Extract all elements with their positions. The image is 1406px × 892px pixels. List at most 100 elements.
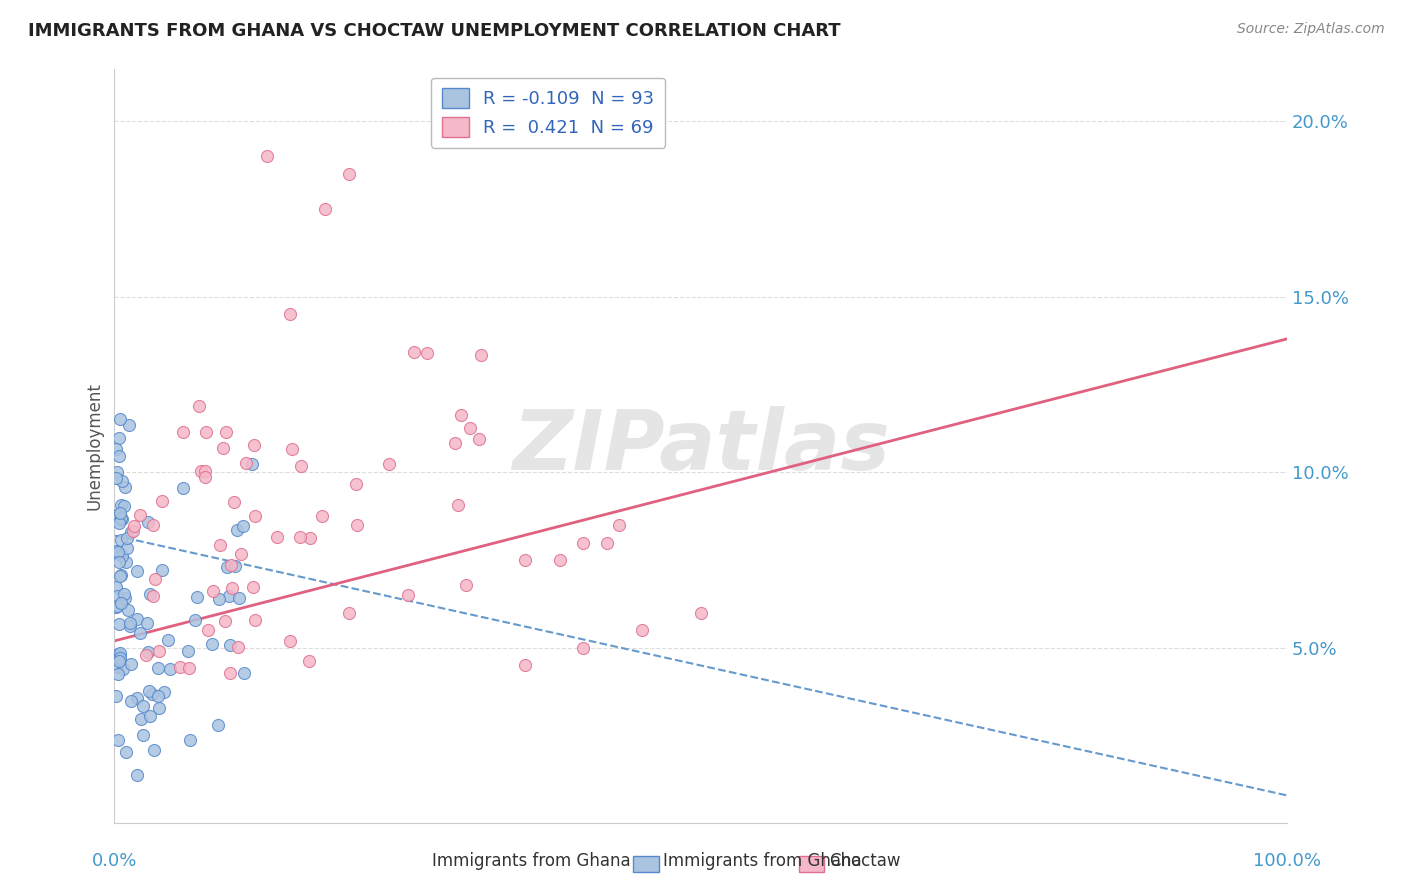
Point xyxy=(232,519,254,533)
Point xyxy=(139,587,162,601)
Point xyxy=(105,589,128,603)
Point xyxy=(108,646,131,660)
Point xyxy=(148,689,170,703)
Point xyxy=(242,438,264,452)
Point xyxy=(212,442,235,456)
Point xyxy=(125,564,148,578)
Point xyxy=(139,709,162,723)
Point xyxy=(111,549,134,564)
Point xyxy=(104,442,127,456)
Point xyxy=(104,599,127,614)
Point xyxy=(225,523,247,537)
Point xyxy=(242,580,264,594)
Point xyxy=(131,728,153,742)
Point xyxy=(105,471,128,485)
Point xyxy=(572,640,595,655)
Point xyxy=(112,587,135,601)
Point xyxy=(450,408,472,422)
Point xyxy=(107,617,129,632)
Text: Choctaw: Choctaw xyxy=(828,852,900,870)
Point xyxy=(120,657,142,671)
Point xyxy=(470,348,492,362)
Point xyxy=(215,560,238,574)
Point xyxy=(111,512,134,526)
Point xyxy=(281,442,304,456)
Point xyxy=(266,530,288,544)
Point xyxy=(444,436,467,450)
Point xyxy=(337,606,360,620)
Point xyxy=(118,619,141,633)
Point xyxy=(108,649,131,664)
Point xyxy=(108,507,131,521)
Point xyxy=(458,420,481,434)
Point xyxy=(120,616,142,631)
Point xyxy=(110,511,132,525)
Point xyxy=(214,615,236,629)
Point xyxy=(468,432,491,446)
Point xyxy=(117,602,139,616)
Point xyxy=(104,689,127,703)
Point xyxy=(107,733,129,747)
Point xyxy=(114,480,136,494)
Point xyxy=(186,591,208,605)
Text: ZIPatlas: ZIPatlas xyxy=(512,406,890,486)
Point xyxy=(138,683,160,698)
Point xyxy=(142,743,165,757)
Legend: R = -0.109  N = 93, R =  0.421  N = 69: R = -0.109 N = 93, R = 0.421 N = 69 xyxy=(432,78,665,148)
Point xyxy=(107,516,129,531)
Point xyxy=(689,606,711,620)
Point xyxy=(607,518,630,533)
Point xyxy=(111,662,134,676)
Point xyxy=(194,464,217,478)
Point xyxy=(148,701,170,715)
Point xyxy=(513,658,536,673)
Point xyxy=(108,412,131,426)
Point xyxy=(131,712,153,726)
Point xyxy=(107,599,129,614)
Text: Source: ZipAtlas.com: Source: ZipAtlas.com xyxy=(1237,22,1385,37)
Text: Immigrants from Ghana: Immigrants from Ghana xyxy=(662,852,862,870)
Text: IMMIGRANTS FROM GHANA VS CHOCTAW UNEMPLOYMENT CORRELATION CHART: IMMIGRANTS FROM GHANA VS CHOCTAW UNEMPLO… xyxy=(28,22,841,40)
Point xyxy=(135,648,157,662)
Point xyxy=(416,345,439,359)
Point xyxy=(344,477,367,491)
Point xyxy=(172,481,194,495)
Point xyxy=(105,508,128,522)
Point xyxy=(117,541,139,555)
Point xyxy=(195,425,218,440)
Point xyxy=(105,660,128,674)
Point xyxy=(235,456,257,470)
Point xyxy=(447,498,470,512)
Point xyxy=(132,699,155,714)
Point xyxy=(346,518,368,533)
Text: 100.0%: 100.0% xyxy=(1253,852,1322,870)
Point xyxy=(190,464,212,478)
Point xyxy=(108,431,131,445)
Point xyxy=(219,558,242,572)
Point xyxy=(121,524,143,539)
Point xyxy=(108,555,131,569)
Point xyxy=(456,577,478,591)
Point xyxy=(125,768,148,782)
Point xyxy=(256,149,278,163)
Point xyxy=(115,531,138,545)
Point xyxy=(228,591,250,606)
Point xyxy=(215,425,238,439)
Point xyxy=(108,654,131,668)
Point xyxy=(114,591,136,605)
Point xyxy=(124,519,146,533)
Point xyxy=(232,666,254,681)
Point xyxy=(224,494,246,508)
Point xyxy=(142,518,165,533)
Point xyxy=(209,538,232,552)
Point xyxy=(179,733,201,747)
Point xyxy=(290,530,312,544)
Point xyxy=(108,651,131,665)
Point xyxy=(572,535,595,549)
Point xyxy=(243,508,266,523)
Point xyxy=(290,458,312,473)
Point xyxy=(596,535,619,549)
Point xyxy=(117,417,139,432)
Point xyxy=(184,614,207,628)
Point xyxy=(218,589,240,603)
